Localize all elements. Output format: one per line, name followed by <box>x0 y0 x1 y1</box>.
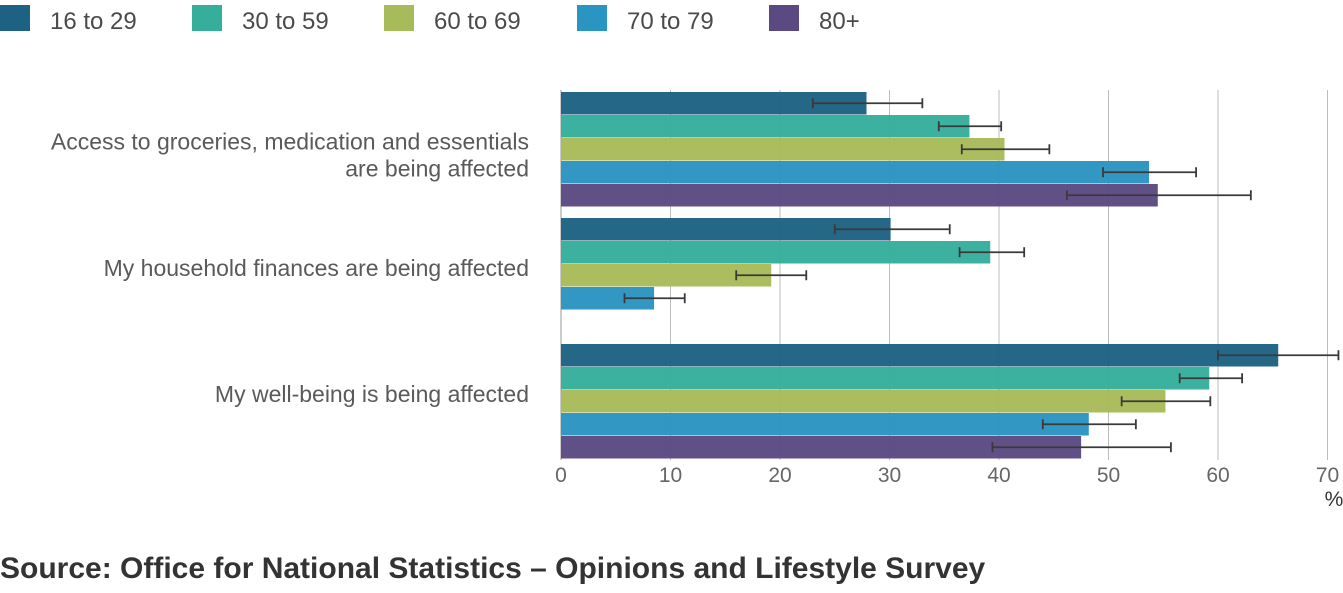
x-tick-label: 0 <box>555 464 567 487</box>
bar <box>561 287 655 310</box>
x-axis: 0 10 20 30 40 50 60 70% <box>555 464 1343 511</box>
legend-label: 80+ <box>819 8 860 35</box>
legend-item: 60 to 69 <box>384 5 521 35</box>
x-tick-label: 50 <box>1097 464 1120 487</box>
category-label: Access to groceries, medication and esse… <box>51 129 529 182</box>
bar <box>561 161 1150 184</box>
legend-swatch <box>577 5 607 31</box>
bar <box>561 344 1279 367</box>
x-tick-label: 40 <box>987 464 1010 487</box>
error-bar <box>1217 350 1340 361</box>
legend-swatch <box>0 5 30 31</box>
legend-label: 16 to 29 <box>50 8 137 35</box>
category-label: My household finances are being affected <box>104 255 529 281</box>
x-tick-label: 60 <box>1206 464 1229 487</box>
bar <box>561 218 891 241</box>
unit-label: % <box>1325 488 1343 511</box>
legend-label: 60 to 69 <box>434 8 521 35</box>
category-labels: Access to groceries, medication and esse… <box>51 129 529 408</box>
bar <box>561 264 772 287</box>
error-bar <box>958 247 1026 258</box>
x-tick-label: 20 <box>768 464 791 487</box>
error-bar <box>623 293 686 304</box>
error-bar <box>735 270 808 281</box>
error-bar <box>1041 419 1137 430</box>
legend-label: 30 to 59 <box>242 8 329 35</box>
legend-swatch <box>769 5 799 31</box>
legend-item: 16 to 29 <box>0 5 137 35</box>
bar <box>561 92 867 115</box>
bar <box>561 413 1089 436</box>
error-bar <box>811 98 924 109</box>
error-bar <box>1102 167 1197 178</box>
legend-swatch <box>384 5 414 31</box>
bar <box>561 184 1158 207</box>
error-bar <box>1065 190 1252 201</box>
x-tick-label: 10 <box>659 464 682 487</box>
legend-label: 70 to 79 <box>627 8 714 35</box>
legend-item: 80+ <box>769 5 860 35</box>
bar-chart: 16 to 29 30 to 59 60 to 69 70 to 79 80+ Acce… <box>0 5 1343 511</box>
error-bar <box>833 224 951 235</box>
error-bar <box>960 144 1051 155</box>
source-note: Source: Office for National Statistics –… <box>0 552 986 585</box>
bar <box>561 436 1082 459</box>
bars <box>561 92 1279 459</box>
legend-swatch <box>192 5 222 31</box>
x-tick-label: 70 <box>1316 464 1339 487</box>
x-tick-label: 30 <box>878 464 901 487</box>
bar <box>561 241 991 264</box>
legend-item: 70 to 79 <box>577 5 714 35</box>
error-bar <box>1120 396 1212 407</box>
bar <box>561 390 1166 413</box>
category-label: My well-being is being affected <box>215 381 529 407</box>
bar <box>561 138 1005 161</box>
error-bar <box>937 121 1003 132</box>
bar <box>561 115 970 138</box>
error-bar <box>1178 373 1243 384</box>
error-bar <box>991 442 1172 453</box>
error-bars <box>623 98 1340 453</box>
legend-item: 30 to 59 <box>192 5 329 35</box>
bar <box>561 367 1210 390</box>
legend: 16 to 29 30 to 59 60 to 69 70 to 79 80+ <box>0 5 860 35</box>
